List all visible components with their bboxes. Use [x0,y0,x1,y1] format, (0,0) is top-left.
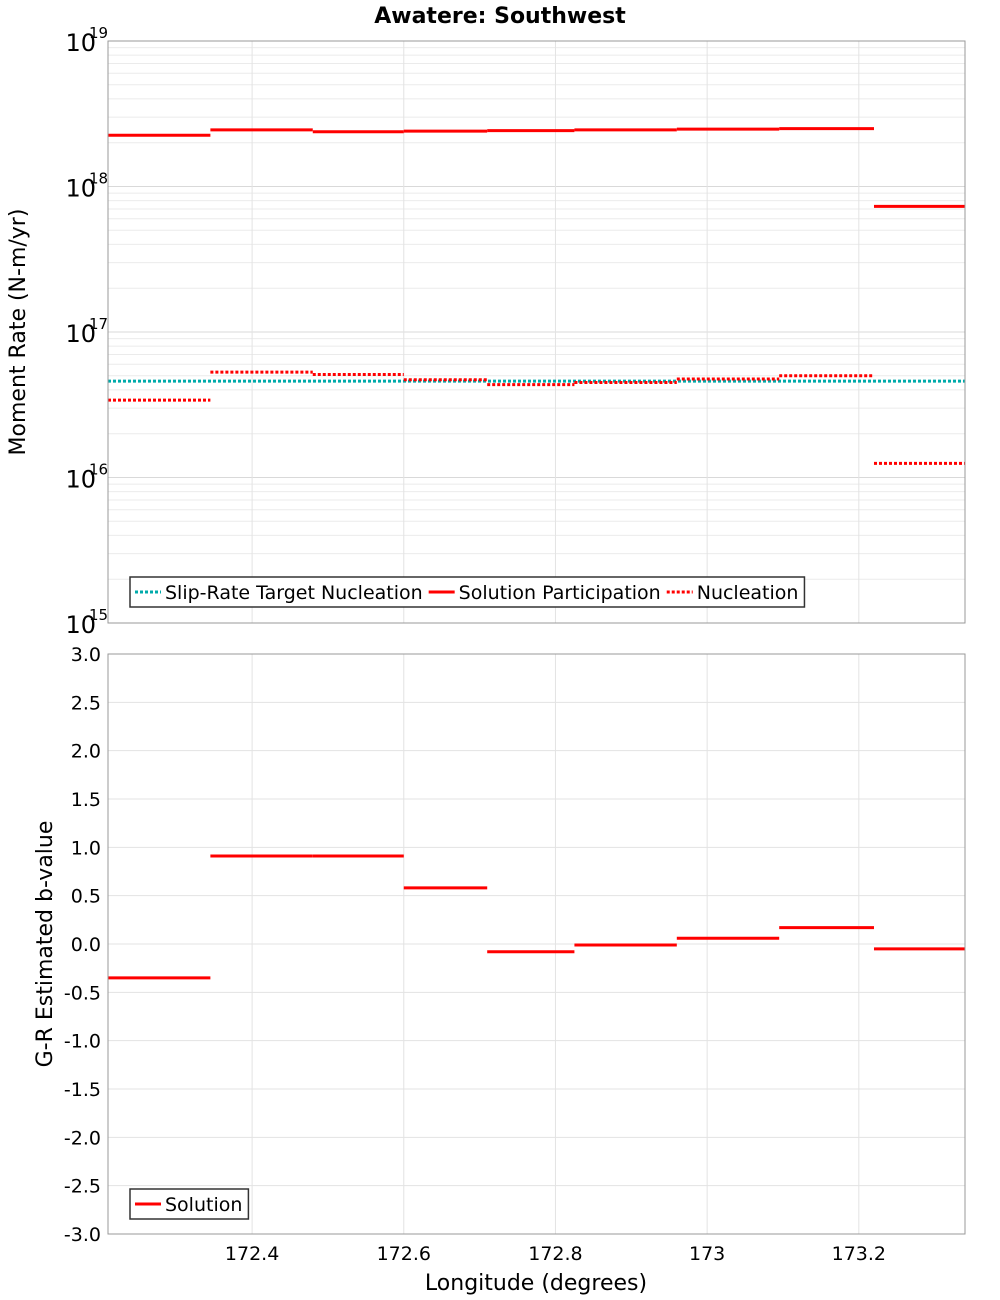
legend-label: Nucleation [697,582,799,604]
y-tick-label: -3.0 [64,1224,101,1246]
legend-item-solution-participation: Solution Participation [428,582,661,604]
x-tick-label: 172.6 [377,1243,431,1265]
b-value-legend: Solution [129,1188,250,1220]
moment-rate-series [108,127,965,465]
y-tick-base: 10 [65,175,96,203]
series-solution-participation [108,127,965,208]
y-tick-label: -1.0 [64,1031,101,1053]
moment-rate-y-axis-label: Moment Rate (N-m/yr) [6,209,31,456]
series-nucleation [108,370,965,465]
b-value-y-axis-label: G-R Estimated b-value [33,821,58,1068]
chart-title: Awatere: Southwest [374,4,626,29]
x-tick-label: 173.2 [832,1243,886,1265]
y-tick-label: 1.0 [71,837,101,859]
y-tick-label: -2.5 [64,1176,101,1198]
series-solution [108,854,965,980]
y-tick-label: 0.5 [71,886,101,908]
y-tick-label: -1.5 [64,1079,101,1101]
y-tick-base: 10 [65,611,96,639]
x-tick-label: 172.8 [528,1243,582,1265]
x-tick-label: 172.4 [225,1243,279,1265]
moment-rate-grid [108,40,965,624]
y-tick-exponent: 18 [89,170,108,188]
y-tick-label: 3.0 [71,644,101,666]
legend-label: Solution Participation [459,582,661,604]
b-value-grid [108,653,965,1235]
b-value-y-ticks: 3.0 2.5 2.0 1.5 1.0 0.5 0.0 -0.5 -1.0 -1.5 -2.0 -2.… [64,644,101,1246]
y-tick-label: 0.0 [71,934,101,956]
legend-label: Solution [165,1194,242,1216]
y-tick-base: 10 [65,320,96,348]
y-tick-exponent: 15 [89,606,108,624]
moment-rate-legend: Slip-Rate Target Nucleation Solution Part… [129,576,806,608]
legend-item-nucleation: Nucleation [666,582,799,604]
y-tick-label: 1.5 [71,789,101,811]
legend-label: Slip-Rate Target Nucleation [165,582,423,604]
b-value-x-ticks: 172.4 172.6 172.8 173 173.2 [225,1243,886,1265]
y-tick-exponent: 19 [89,24,108,42]
y-tick-label: -2.0 [64,1127,101,1149]
y-tick-label: -0.5 [64,982,101,1004]
y-tick-exponent: 16 [89,461,108,479]
x-tick-label: 173 [689,1243,725,1265]
x-axis-label: Longitude (degrees) [425,1271,647,1296]
y-tick-base: 10 [65,29,96,57]
y-tick-exponent: 17 [89,315,108,333]
y-tick-label: 2.0 [71,741,101,763]
moment-rate-plot-border [107,40,966,624]
b-value-panel: 3.0 2.5 2.0 1.5 1.0 0.5 0.0 -0.5 -1.0 -1.5 -2.0 -2.… [33,644,966,1296]
y-tick-label: 2.5 [71,692,101,714]
b-value-series [108,854,965,980]
legend-item-slip-rate-target-nucleation: Slip-Rate Target Nucleation [135,582,423,604]
legend-item-solution: Solution [135,1194,242,1216]
b-value-plot-border [107,653,966,1235]
y-tick-base: 10 [65,466,96,494]
